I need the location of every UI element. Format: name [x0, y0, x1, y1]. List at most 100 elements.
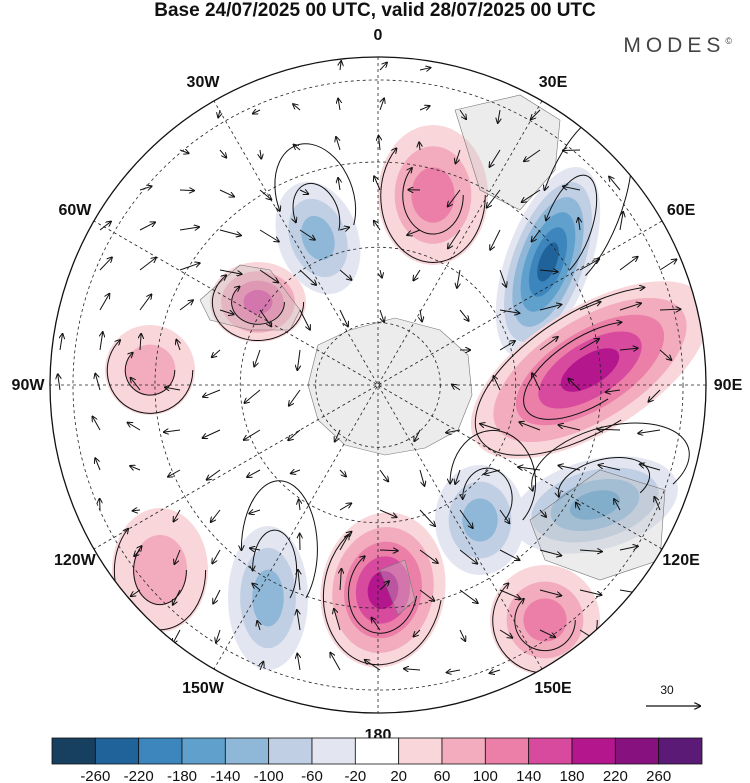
wind-vector	[259, 229, 279, 241]
wind-vector	[250, 548, 261, 550]
wind-vector	[294, 145, 301, 151]
longitude-label: 120W	[54, 552, 97, 569]
wind-vector	[139, 258, 156, 271]
streamline	[523, 314, 652, 420]
wind-vector	[260, 149, 261, 159]
longitude-label: 150E	[534, 680, 572, 697]
wind-vector	[207, 469, 221, 480]
wind-vector	[446, 430, 461, 433]
colorbar-swatch	[484, 737, 530, 765]
wind-vector	[95, 458, 101, 471]
streamline	[380, 148, 486, 263]
wind-vector	[297, 349, 300, 370]
anomaly-south-atlantic-negative	[275, 181, 361, 295]
wind-vector	[532, 229, 541, 241]
wind-vector	[654, 497, 661, 511]
wind-vector	[339, 227, 349, 230]
brand-mark: ©	[725, 36, 732, 46]
anomaly-contour	[243, 289, 273, 315]
latitude-circle	[154, 161, 602, 609]
colorbar-label: 220	[603, 768, 628, 783]
wind-vector	[128, 423, 141, 431]
wind-vector	[131, 378, 141, 391]
anomaly-tasman-negative	[512, 456, 678, 554]
wind-vector	[219, 309, 234, 314]
latitude-circle	[239, 246, 517, 524]
anomaly-amundsen-negative	[228, 526, 308, 670]
wind-vector	[499, 629, 512, 638]
wind-vector	[419, 142, 420, 151]
wind-vector	[173, 589, 181, 605]
wind-vector	[619, 303, 641, 311]
wind-vector	[179, 150, 189, 153]
wind-vector	[299, 269, 316, 285]
wind-vector	[247, 469, 261, 477]
wind-vector	[459, 509, 473, 528]
wind-vector	[379, 63, 387, 71]
wind-vector	[339, 309, 348, 326]
wind-vector	[499, 341, 515, 351]
wind-vector	[499, 549, 520, 560]
wind-vector	[539, 509, 546, 517]
streamline-group	[380, 148, 486, 263]
wind-vector	[499, 509, 509, 523]
reference-vector-label: 30	[660, 683, 674, 697]
wind-vector	[219, 269, 242, 274]
streamline	[402, 168, 464, 235]
wind-vector	[244, 429, 261, 440]
wind-vector	[335, 429, 341, 442]
longitude-label: 150W	[182, 680, 225, 697]
wind-vector	[179, 227, 199, 230]
brand-text: MODES	[623, 34, 726, 57]
wind-vector	[419, 68, 430, 70]
wind-vector	[420, 309, 422, 321]
map-title: Base 24/07/2025 00 UTC, valid 28/07/2025…	[154, 0, 596, 21]
wind-vector	[413, 269, 421, 280]
colorbar-swatch	[528, 737, 573, 765]
colorbar-swatch	[138, 737, 183, 765]
streamline	[124, 353, 176, 396]
wind-vector	[619, 546, 638, 551]
wind-vector	[176, 340, 180, 351]
wind-vector	[219, 149, 226, 158]
map-border	[49, 56, 707, 714]
wind-vector	[340, 569, 341, 591]
wind-vector	[638, 429, 661, 433]
wind-vector	[579, 302, 600, 311]
wind-vector	[404, 669, 421, 670]
streamline	[211, 275, 305, 342]
wind-vector	[455, 149, 461, 163]
longitude-label: 30E	[539, 74, 568, 91]
wind-vector	[539, 589, 561, 596]
wind-vector	[599, 465, 621, 471]
colorbar-label: 180	[559, 768, 584, 783]
wind-vector	[499, 269, 506, 287]
longitude-label: 60W	[58, 202, 92, 219]
wind-vector	[459, 549, 477, 564]
wind-vector	[288, 429, 301, 440]
meridian-line	[213, 100, 543, 670]
colorbar-label: -180	[167, 768, 197, 783]
wind-vector	[539, 337, 558, 351]
wind-vector	[291, 470, 301, 473]
wind-vector	[484, 469, 501, 474]
wind-vector	[365, 660, 381, 671]
wind-vector	[179, 190, 194, 191]
wind-vector	[559, 425, 581, 431]
longitude-label: 90W	[12, 377, 46, 394]
colorbar-label: 20	[390, 768, 407, 783]
wind-vector	[379, 309, 384, 322]
wind-vector	[130, 466, 141, 470]
wind-vector	[539, 304, 561, 311]
wind-vector	[100, 332, 103, 351]
colorbar-label: -220	[124, 768, 154, 783]
streamline	[521, 422, 690, 520]
wind-vector	[211, 509, 221, 522]
colorbar-swatch	[614, 737, 660, 765]
wind-vector	[168, 469, 181, 477]
wind-vector	[490, 229, 501, 250]
longitude-label: 120E	[662, 552, 700, 569]
wind-vector	[379, 550, 398, 551]
anomaly-contour	[462, 498, 498, 542]
